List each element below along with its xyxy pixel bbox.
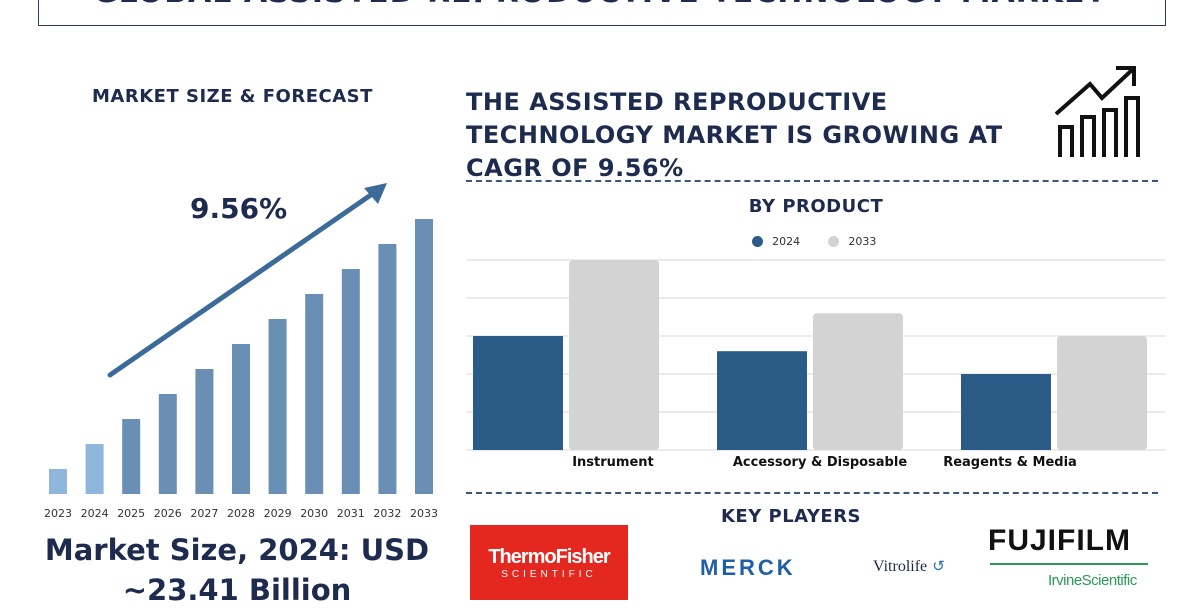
by-product-heading: BY PRODUCT bbox=[748, 196, 884, 217]
legend: 2024 2033 bbox=[752, 231, 876, 250]
year-label-2032: 2032 bbox=[373, 507, 401, 520]
forecast-bar-2032 bbox=[378, 244, 397, 494]
forecast-bar-2028 bbox=[232, 344, 250, 494]
bar-instrument-2033 bbox=[569, 260, 659, 450]
irvine-divider bbox=[990, 563, 1148, 565]
market-size-heading: MARKET SIZE & FORECAST bbox=[92, 86, 373, 107]
forecast-chart: 2023 2024 2025 2026 2027 2028 2029 2030 2031 2032… bbox=[44, 183, 438, 520]
forecast-bar-2025 bbox=[122, 419, 141, 494]
bar-accessory-disposable-2024 bbox=[717, 351, 807, 450]
year-label-2024: 2024 bbox=[81, 507, 109, 520]
divider-bottom bbox=[466, 492, 1158, 494]
bar-instrument-2024 bbox=[473, 336, 563, 450]
forecast-bar-2030 bbox=[305, 294, 324, 494]
vitrolife-wave-icon: ↺ bbox=[932, 557, 945, 575]
legend-swatch-2033 bbox=[828, 236, 840, 247]
page-title: GLOBAL ASSISTED REPRODUCTIVE TECHNOLOGY … bbox=[0, 0, 1200, 10]
bar-accessory-disposable-2033 bbox=[813, 313, 903, 450]
headline: THE ASSISTED REPRODUCTIVE TECHNOLOGY MAR… bbox=[466, 88, 1003, 182]
cagr-label: 9.56% bbox=[190, 192, 288, 225]
year-label-2031: 2031 bbox=[337, 507, 365, 520]
fujifilm-logo: FUJIFILM bbox=[988, 524, 1131, 557]
thermofisher-subtext: SCIENTIFIC bbox=[501, 568, 597, 580]
by-product-chart bbox=[466, 259, 1166, 451]
year-label-2027: 2027 bbox=[190, 507, 218, 520]
title-frame bbox=[38, 0, 1166, 26]
forecast-bar-2023 bbox=[49, 469, 67, 494]
legend-label-2024: 2024 bbox=[772, 235, 801, 248]
forecast-bar-2024 bbox=[85, 444, 104, 494]
thermofisher-logo: ThermoFisher SCIENTIFIC bbox=[470, 525, 628, 600]
category-label-instrument: Instrument bbox=[572, 455, 654, 470]
market-size-line2: ~23.41 Billion bbox=[122, 573, 352, 607]
forecast-bar-2027 bbox=[195, 369, 214, 494]
growth-arrow-head bbox=[364, 183, 387, 204]
legend-label-2033: 2033 bbox=[848, 235, 877, 248]
year-label-2025: 2025 bbox=[117, 507, 145, 520]
vitrolife-wordmark: Vitrolife bbox=[873, 558, 928, 575]
category-label-accessory: Accessory & Disposable bbox=[732, 455, 908, 470]
year-label-2023: 2023 bbox=[44, 507, 72, 520]
category-label-reagents: Reagents & Media bbox=[943, 455, 1077, 470]
irvine-scientific-logo: IrvineScientific bbox=[1048, 572, 1137, 589]
market-size-line1: Market Size, 2024: USD bbox=[44, 533, 430, 567]
forecast-bar-2031 bbox=[341, 269, 360, 494]
forecast-bar-2026 bbox=[158, 394, 177, 494]
year-label-2026: 2026 bbox=[154, 507, 182, 520]
merck-logo: MERCK bbox=[700, 555, 796, 580]
bar-reagents-media-2024 bbox=[961, 374, 1051, 450]
vitrolife-logo: Vitrolife ↺ bbox=[873, 556, 945, 576]
year-label-2028: 2028 bbox=[227, 507, 255, 520]
forecast-bar-2029 bbox=[268, 319, 287, 494]
growth-arrow bbox=[107, 187, 381, 378]
year-label-2030: 2030 bbox=[300, 507, 328, 520]
market-size-text: Market Size, 2024: USD ~23.41 Billion bbox=[22, 530, 452, 610]
year-label-2029: 2029 bbox=[264, 507, 292, 520]
year-label-2033: 2033 bbox=[410, 507, 438, 520]
divider-top bbox=[466, 180, 1158, 182]
bar-reagents-media-2033 bbox=[1057, 336, 1147, 450]
growth-chart-icon bbox=[1054, 66, 1140, 157]
forecast-bar-2033 bbox=[415, 219, 433, 494]
thermofisher-wordmark: ThermoFisher bbox=[488, 545, 610, 568]
key-players-heading: KEY PLAYERS bbox=[720, 506, 862, 527]
legend-swatch-2024 bbox=[752, 236, 763, 247]
